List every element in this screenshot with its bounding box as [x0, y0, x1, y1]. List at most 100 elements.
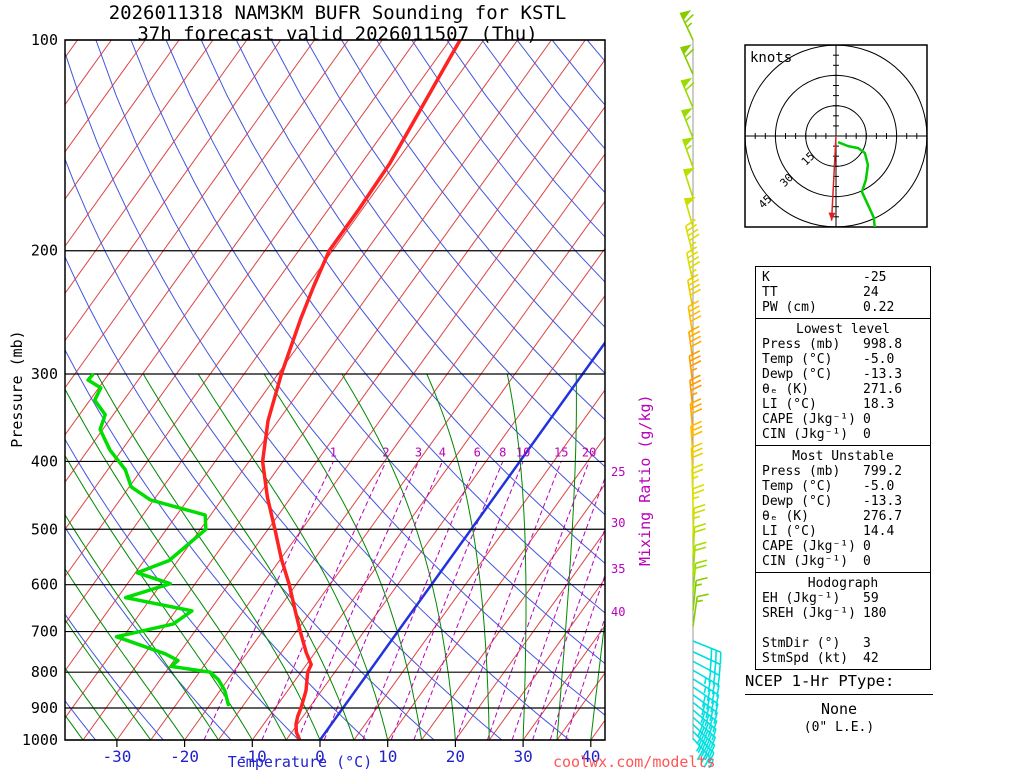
stat-row: EH (Jkg⁻¹)59: [756, 591, 930, 606]
ptype-note: (0" L.E.): [745, 720, 933, 735]
svg-text:800: 800: [31, 663, 58, 681]
wind-barb-column: [680, 10, 720, 768]
stat-label: Dewp (°C): [762, 367, 863, 382]
ptype-heading: NCEP 1-Hr PType:: [745, 672, 933, 695]
hodograph-units-label: knots: [750, 50, 792, 66]
svg-text:4: 4: [439, 445, 446, 459]
stat-row: [756, 621, 930, 636]
pressure-axis-label: Pressure (mb): [8, 329, 26, 449]
stat-label: PW (cm): [762, 300, 863, 315]
stat-value: 42: [863, 651, 879, 666]
svg-text:400: 400: [31, 452, 58, 470]
stat-label: Press (mb): [762, 337, 863, 352]
stat-row: CIN (Jkg⁻¹)0: [756, 427, 930, 442]
stat-value: 271.6: [863, 382, 902, 397]
svg-text:900: 900: [31, 699, 58, 717]
stat-label: Dewp (°C): [762, 494, 863, 509]
svg-text:2: 2: [382, 445, 389, 459]
stat-value: 0: [863, 412, 871, 427]
stat-value: 0: [863, 554, 871, 569]
stat-row: StmDir (°)3: [756, 636, 930, 651]
stat-label: [762, 621, 863, 636]
svg-text:40: 40: [611, 605, 625, 619]
svg-text:1: 1: [330, 445, 337, 459]
stat-value: 998.8: [863, 337, 902, 352]
chart-title: 2026011318 NAM3KM BUFR Sounding for KSTL: [35, 2, 640, 24]
stat-value: 180: [863, 606, 886, 621]
stat-row: CIN (Jkg⁻¹)0: [756, 554, 930, 569]
svg-text:1000: 1000: [22, 731, 58, 749]
svg-text:20: 20: [446, 747, 465, 766]
svg-text:35: 35: [611, 562, 625, 576]
temperature-axis-label: Temperature (°C): [215, 753, 385, 771]
stat-row: θₑ (K)276.7: [756, 509, 930, 524]
stat-label: Temp (°C): [762, 352, 863, 367]
stat-row: Press (mb)998.8: [756, 337, 930, 352]
stat-label: StmSpd (kt): [762, 651, 863, 666]
svg-text:500: 500: [31, 520, 58, 538]
stat-label: CAPE (Jkg⁻¹): [762, 412, 863, 427]
stat-label: SREH (Jkg⁻¹): [762, 606, 863, 621]
stat-row: Press (mb)799.2: [756, 464, 930, 479]
stat-label: CAPE (Jkg⁻¹): [762, 539, 863, 554]
panel-title: Most Unstable: [756, 449, 930, 464]
svg-text:6: 6: [474, 445, 481, 459]
stat-value: 276.7: [863, 509, 902, 524]
stat-value: 799.2: [863, 464, 902, 479]
stat-label: LI (°C): [762, 397, 863, 412]
stat-row: Temp (°C)-5.0: [756, 479, 930, 494]
stat-row: Temp (°C)-5.0: [756, 352, 930, 367]
stat-value: 59: [863, 591, 879, 606]
stat-label: TT: [762, 285, 863, 300]
stat-value: 0: [863, 427, 871, 442]
stat-label: StmDir (°): [762, 636, 863, 651]
svg-text:8: 8: [499, 445, 506, 459]
stat-value: 0: [863, 539, 871, 554]
stat-row: LI (°C)18.3: [756, 397, 930, 412]
stat-value: -5.0: [863, 352, 894, 367]
svg-text:3: 3: [415, 445, 422, 459]
stat-value: -13.3: [863, 367, 902, 382]
stat-value: -5.0: [863, 479, 894, 494]
svg-text:10: 10: [516, 445, 530, 459]
mixing-ratio-axis-label: Mixing Ratio (g/kg): [636, 396, 654, 566]
stat-value: 3: [863, 636, 871, 651]
svg-text:200: 200: [31, 242, 58, 260]
svg-text:-30: -30: [102, 747, 131, 766]
panel-title: Lowest level: [756, 322, 930, 337]
stat-value: -25: [863, 270, 886, 285]
watermark: coolwx.com/modelts: [553, 753, 753, 771]
stat-row: CAPE (Jkg⁻¹)0: [756, 539, 930, 554]
svg-text:25: 25: [611, 465, 625, 479]
svg-text:600: 600: [31, 576, 58, 594]
stat-row: θₑ (K)271.6: [756, 382, 930, 397]
svg-text:30: 30: [611, 516, 625, 530]
stat-label: CIN (Jkg⁻¹): [762, 554, 863, 569]
stat-label: LI (°C): [762, 524, 863, 539]
stat-row: CAPE (Jkg⁻¹)0: [756, 412, 930, 427]
svg-text:20: 20: [582, 445, 596, 459]
stat-row: SREH (Jkg⁻¹)180: [756, 606, 930, 621]
stat-row: PW (cm)0.22: [756, 300, 930, 315]
stat-value: 24: [863, 285, 879, 300]
stat-row: LI (°C)14.4: [756, 524, 930, 539]
stat-row: StmSpd (kt)42: [756, 651, 930, 666]
panel-title: Hodograph: [756, 576, 930, 591]
stat-row: K-25: [756, 270, 930, 285]
svg-text:700: 700: [31, 623, 58, 641]
stat-row: Dewp (°C)-13.3: [756, 494, 930, 509]
stat-row: Dewp (°C)-13.3: [756, 367, 930, 382]
stat-label: CIN (Jkg⁻¹): [762, 427, 863, 442]
svg-text:30: 30: [513, 747, 532, 766]
stat-label: θₑ (K): [762, 509, 863, 524]
stat-value: 0.22: [863, 300, 894, 315]
